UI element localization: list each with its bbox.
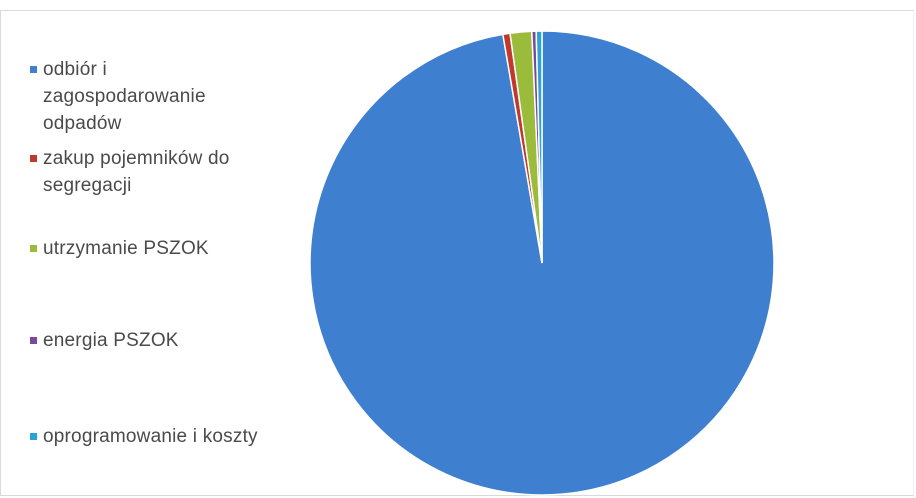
legend-swatch-odbior xyxy=(30,66,37,73)
legend-swatch-energia xyxy=(30,337,37,344)
legend-label-oprogramowanie: oprogramowanie i koszty xyxy=(43,426,258,447)
legend: odbiór i zagospodarowanie odpadów zakup … xyxy=(30,0,310,498)
legend-swatch-zakup xyxy=(30,155,37,162)
pie-slices xyxy=(309,30,775,496)
legend-label-zakup: zakup pojemników do segregacji xyxy=(43,148,230,196)
legend-swatch-utrzymanie xyxy=(30,245,37,252)
legend-label-odbior: odbiór i zagospodarowanie odpadów xyxy=(43,59,206,134)
pie-slice-oprogramowanie xyxy=(535,30,543,264)
legend-swatch-oprogramowanie xyxy=(30,433,37,440)
legend-item-odbior: odbiór i zagospodarowanie odpadów xyxy=(30,56,248,137)
legend-label-utrzymanie: utrzymanie PSZOK xyxy=(43,238,209,259)
legend-item-oprogramowanie: oprogramowanie i koszty xyxy=(30,423,303,450)
legend-item-energia: energia PSZOK xyxy=(30,327,303,354)
legend-item-utrzymanie: utrzymanie PSZOK xyxy=(30,235,303,262)
legend-item-zakup: zakup pojemników do segregacji xyxy=(30,145,288,199)
legend-label-energia: energia PSZOK xyxy=(43,330,179,351)
